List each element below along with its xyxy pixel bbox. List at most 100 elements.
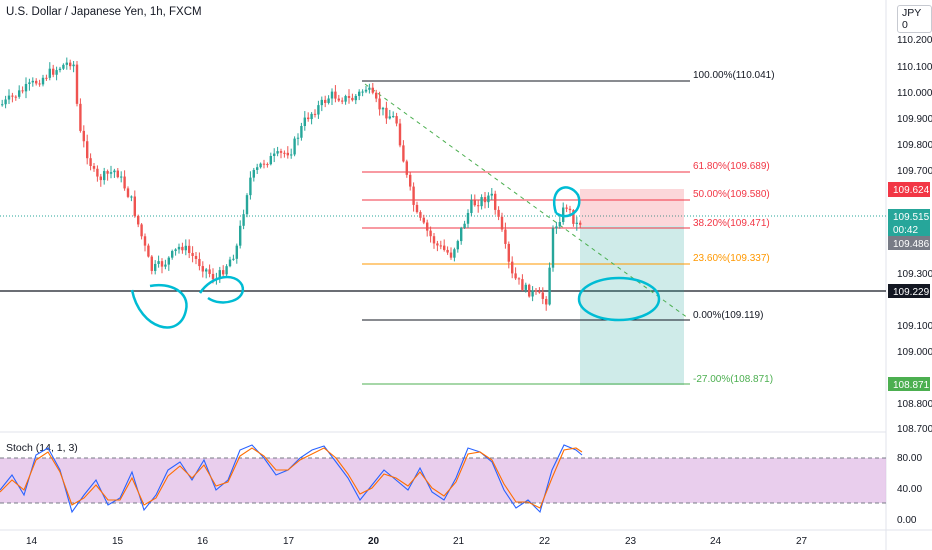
candle-body xyxy=(334,91,337,99)
price-tag-text: 108.871 xyxy=(893,380,930,391)
fib-retracement[interactable]: 100.00%(110.041) 61.80%(109.689) 50.00%(… xyxy=(362,70,775,385)
candle-body xyxy=(21,90,24,92)
candle-body xyxy=(548,267,551,305)
candle-body xyxy=(286,152,289,156)
candle-body xyxy=(123,176,126,189)
countdown-text: 00:42 xyxy=(893,225,918,236)
candle-body xyxy=(490,193,493,196)
candle-body xyxy=(194,255,198,259)
stoch-k-line xyxy=(0,444,583,514)
candle-body xyxy=(259,163,262,168)
candle-body xyxy=(256,167,259,170)
candle-body xyxy=(453,249,456,258)
candle-body xyxy=(317,105,320,115)
candle-body xyxy=(31,80,34,83)
candle-body xyxy=(198,258,201,267)
candle-body xyxy=(99,176,102,181)
annotations[interactable] xyxy=(130,186,661,329)
stoch-level: 40.00 xyxy=(897,484,922,495)
candle-body xyxy=(130,196,133,198)
candle-body xyxy=(24,83,28,92)
price-tick: 109.000 xyxy=(897,347,932,358)
candle-body xyxy=(35,80,38,84)
time-tick: 14 xyxy=(26,536,38,547)
candle-body xyxy=(201,266,204,272)
candle-body xyxy=(303,117,306,127)
price-tick: 108.800 xyxy=(897,399,932,410)
candle-body xyxy=(62,64,65,69)
candle-body xyxy=(378,98,381,110)
fib-label: 0.00%(109.119) xyxy=(693,310,763,321)
annotation-ellipse[interactable] xyxy=(577,276,661,322)
candle-body xyxy=(133,196,136,216)
fib-label: 38.20%(109.471) xyxy=(693,218,770,229)
candle-body xyxy=(86,141,89,159)
candle-body xyxy=(494,193,497,210)
price-tag-target: 108.871 xyxy=(888,377,930,391)
candle-body xyxy=(293,138,296,155)
stop-loss-zone[interactable] xyxy=(580,189,684,226)
candle-body xyxy=(79,103,82,131)
fib-label: 23.60%(109.337) xyxy=(693,253,770,264)
stoch-d-line xyxy=(0,447,583,509)
candle-body xyxy=(422,217,425,223)
candle-body xyxy=(463,223,466,228)
price-axis[interactable]: 110.200 110.100 110.000 109.900 109.800 … xyxy=(897,35,932,435)
candle-body xyxy=(14,96,17,98)
candle-body xyxy=(208,269,211,274)
candle-body xyxy=(242,214,245,226)
candle-body xyxy=(140,224,143,237)
candle-body xyxy=(143,236,147,246)
candle-body xyxy=(344,96,347,102)
time-tick: 17 xyxy=(283,536,295,547)
candle-body xyxy=(262,163,266,165)
candle-body xyxy=(487,195,490,203)
time-tick: 15 xyxy=(112,536,124,547)
candle-body xyxy=(167,257,170,265)
candle-body xyxy=(555,226,558,229)
candle-body xyxy=(439,245,442,247)
candle-body xyxy=(568,208,572,211)
candle-body xyxy=(473,200,476,206)
candle-body xyxy=(443,245,446,250)
annotation-circle[interactable] xyxy=(130,283,188,329)
candle-body xyxy=(18,90,21,97)
candle-body xyxy=(120,176,123,178)
candle-body xyxy=(364,89,368,92)
candle-body xyxy=(354,95,357,101)
candle-body xyxy=(218,270,221,280)
candle-body xyxy=(483,197,487,203)
price-tick: 110.200 xyxy=(897,35,932,46)
candle-body xyxy=(232,258,235,260)
time-axis[interactable]: 14 15 16 17 20 21 22 23 24 27 xyxy=(26,536,808,547)
candle-body xyxy=(341,100,344,102)
candle-body xyxy=(228,259,232,267)
annotation-circle[interactable] xyxy=(198,275,245,304)
candle-body xyxy=(466,212,470,224)
candle-body xyxy=(75,64,79,104)
candle-body xyxy=(157,261,160,264)
candle-body xyxy=(69,62,72,67)
fib-label: -27.00%(108.871) xyxy=(693,374,773,385)
stoch-label: Stoch (14, 1, 3) xyxy=(6,442,78,454)
candle-body xyxy=(449,252,453,258)
annotation-circle[interactable] xyxy=(553,186,581,218)
candle-body xyxy=(320,99,323,106)
candle-body xyxy=(38,83,41,85)
take-profit-zone[interactable] xyxy=(580,226,684,385)
time-tick: 16 xyxy=(197,536,209,547)
candle-body xyxy=(436,243,439,246)
candle-body xyxy=(572,210,575,224)
candle-body xyxy=(504,229,507,244)
fib-label: 100.00%(110.041) xyxy=(693,70,775,81)
candle-body xyxy=(137,215,140,225)
candle-body xyxy=(426,222,429,231)
candle-body xyxy=(276,151,279,154)
candle-body xyxy=(82,130,85,142)
price-tag-text: 109.624 xyxy=(893,185,930,196)
candle-body xyxy=(432,236,436,244)
candle-body xyxy=(521,279,524,290)
candle-body xyxy=(347,96,351,98)
candle-body xyxy=(327,98,330,103)
